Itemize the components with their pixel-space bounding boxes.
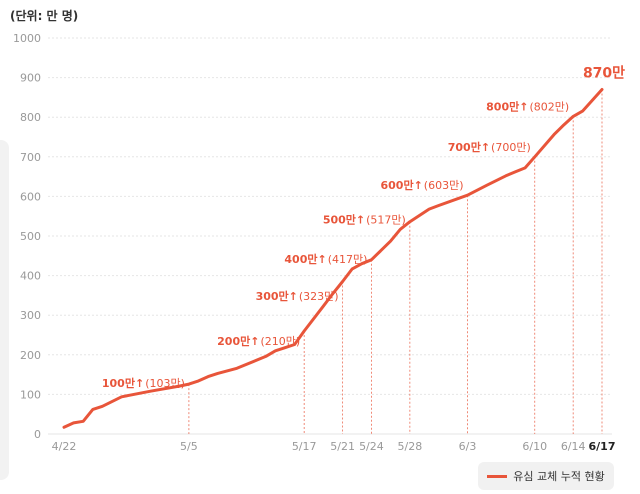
y-tick-label: 100 [20, 388, 41, 401]
milestone-label-value: (210만) [260, 335, 300, 348]
unit-label: (단위: 만 명) [10, 9, 79, 23]
x-tick-label: 6/17 [589, 440, 616, 453]
x-tick-label: 5/5 [180, 440, 198, 453]
milestone-label-value: (323만) [299, 290, 339, 303]
series-line [62, 88, 604, 429]
milestone-label: 300만↑(323만) [256, 289, 339, 303]
milestone-label-value: (417만) [328, 253, 368, 266]
milestone-label-bold: 700만↑ [448, 140, 490, 154]
legend: 유심 교체 누적 현황 [478, 462, 614, 490]
y-tick-label: 800 [20, 111, 41, 124]
y-tick-label: 700 [20, 151, 41, 164]
x-tick-label: 6/10 [522, 440, 547, 453]
milestone-label-bold: 500만↑ [323, 212, 365, 226]
milestone-label: 100만↑(103만) [102, 376, 185, 390]
milestone-label-value: (802만) [529, 100, 569, 113]
milestone-guides [188, 89, 603, 434]
y-tick-label: 0 [34, 428, 41, 441]
milestone-label-bold: 600만↑ [380, 178, 422, 192]
y-tick-label: 900 [20, 72, 41, 85]
milestone-label-value: (103만) [145, 377, 185, 390]
x-tick-label: 6/3 [459, 440, 477, 453]
y-tick-label: 200 [20, 349, 41, 362]
series-line-path [62, 88, 604, 429]
milestone-label-bold: 300만↑ [256, 289, 298, 303]
y-tick-label: 1000 [13, 32, 41, 45]
milestone-label: 800만↑(802만) [486, 99, 569, 113]
y-tick-label: 300 [20, 309, 41, 322]
milestone-label-bold: 200만↑ [217, 334, 259, 348]
x-tick-label: 5/17 [292, 440, 317, 453]
grid-lines [48, 37, 612, 435]
x-tick-label: 5/24 [359, 440, 384, 453]
x-tick-label: 5/28 [398, 440, 423, 453]
milestone-label: 500만↑(517만) [323, 212, 406, 226]
x-axis-ticks: 4/22 5/5 5/17 5/21 5/24 5/28 6/3 6/10 6/14 6/17 [52, 440, 616, 453]
y-tick-label: 500 [20, 230, 41, 243]
milestone-label: 700만↑(700만) [448, 140, 531, 154]
milestone-label-value: (517만) [366, 213, 406, 226]
x-tick-label: 4/22 [52, 440, 77, 453]
legend-label: 유심 교체 누적 현황 [513, 470, 605, 483]
y-tick-label: 600 [20, 190, 41, 203]
y-axis-ticks: 0 100 200 300 400 500 600 700 800 900 1000 [13, 32, 41, 441]
side-panel-edge [0, 140, 9, 480]
x-tick-label: 6/14 [561, 440, 586, 453]
milestone-label: 600만↑(603만) [380, 178, 463, 192]
milestone-annotations: 100만↑(103만) 200만↑(210만) 300만↑(323만) 400만↑(4… [102, 65, 625, 390]
x-tick-label: 5/21 [330, 440, 355, 453]
legend-swatch [487, 474, 508, 478]
milestone-label-value: (603만) [424, 179, 464, 192]
milestone-label-value: (700만) [491, 141, 531, 154]
end-value-label: 870만 [583, 65, 625, 81]
milestone-label: 200만↑(210만) [217, 334, 300, 348]
line-chart: 0 100 200 300 400 500 600 700 800 900 1000 4/22 5/5… [13, 32, 625, 453]
milestone-label-bold: 400만↑ [284, 252, 326, 266]
milestone-label-bold: 800만↑ [486, 99, 528, 113]
y-tick-label: 400 [20, 270, 41, 283]
milestone-label: 400만↑(417만) [284, 252, 367, 266]
milestone-label-bold: 100만↑ [102, 376, 144, 390]
